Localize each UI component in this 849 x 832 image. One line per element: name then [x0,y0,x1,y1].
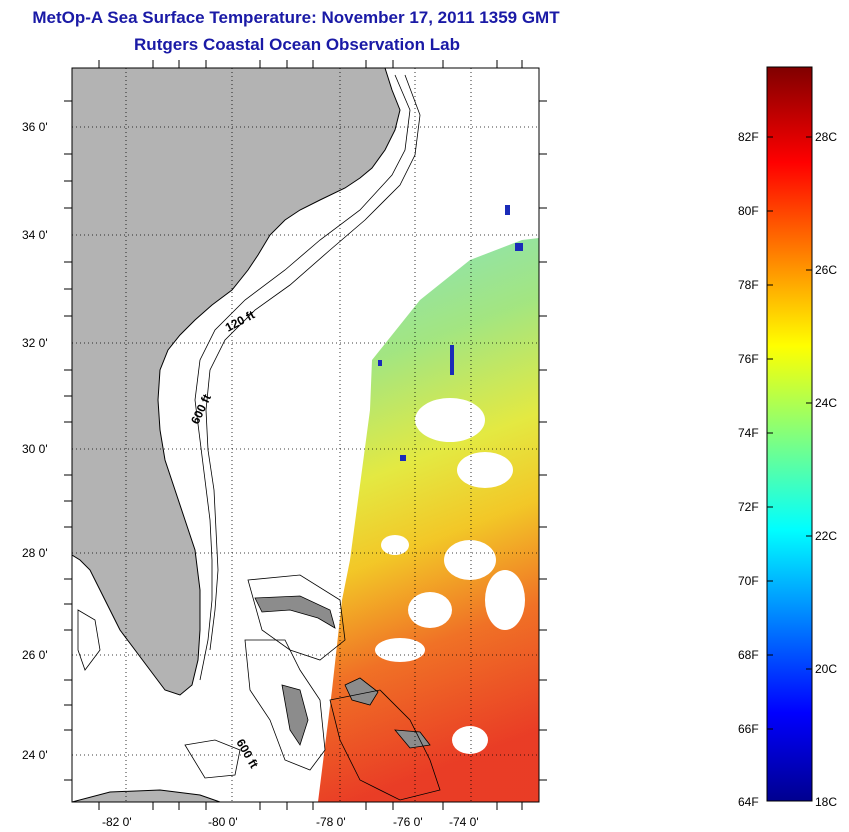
lat-label: 28 0' [22,546,48,560]
lat-label: 32 0' [22,336,48,350]
lat-label: 26 0' [22,648,48,662]
map-ticks [64,60,547,810]
sst-swath [318,238,539,802]
cold-pixels [378,205,523,461]
latitude-labels: 36 0' 34 0' 32 0' 30 0' 28 0' 26 0' 24 0… [22,120,48,762]
lon-label: -80 0' [208,815,238,829]
lon-label: -78 0' [316,815,346,829]
bahamas-islands [254,595,431,749]
lat-label: 34 0' [22,228,48,242]
lon-label: -82 0' [102,815,132,829]
lat-label: 30 0' [22,442,48,456]
lon-label: -76 0' [393,815,423,829]
land-us-florida [72,68,401,696]
lat-label: 36 0' [22,120,48,134]
longitude-labels: -82 0' -80 0' -78 0' -76 0' -74 0' [102,815,479,829]
map-frame [71,67,540,803]
map-title: MetOp-A Sea Surface Temperature: Novembe… [32,8,560,27]
lon-label: -74 0' [449,815,479,829]
land-cuba [72,789,221,802]
map-subtitle: Rutgers Coastal Ocean Observation Lab [134,35,460,54]
lat-label: 24 0' [22,748,48,762]
